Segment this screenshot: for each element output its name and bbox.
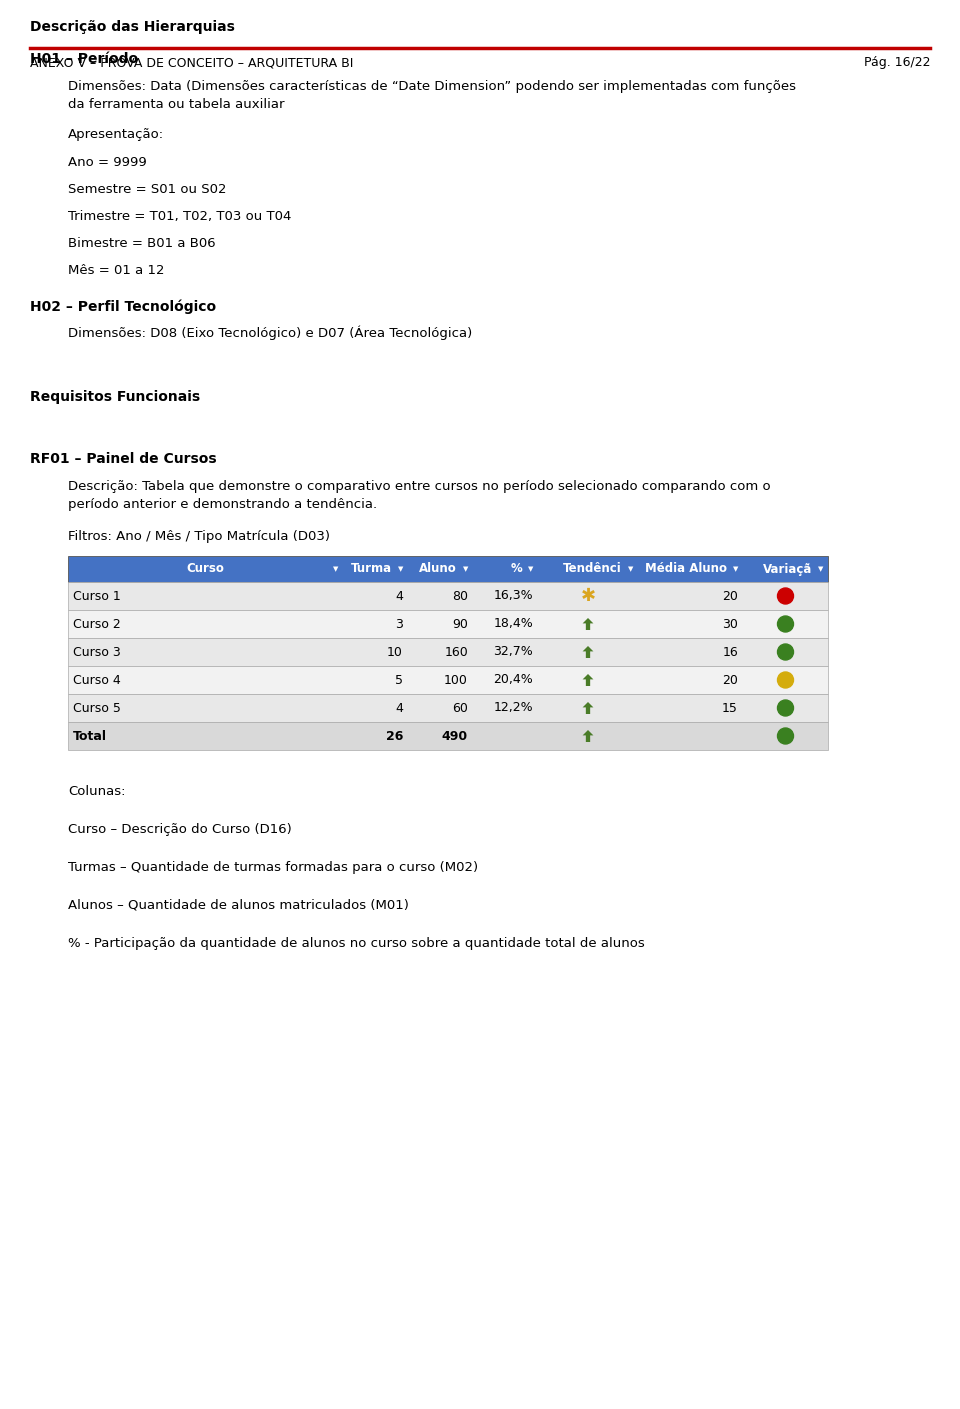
Polygon shape — [583, 674, 593, 686]
Text: ▼: ▼ — [733, 566, 738, 572]
Bar — [68, 557, 828, 582]
Text: 90: 90 — [452, 617, 468, 630]
Text: % - Participação da quantidade de alunos no curso sobre a quantidade total de al: % - Participação da quantidade de alunos… — [68, 937, 645, 950]
Text: Curso 5: Curso 5 — [73, 702, 121, 714]
Text: Ano = 9999: Ano = 9999 — [68, 156, 147, 169]
Text: 15: 15 — [722, 702, 738, 714]
Text: 160: 160 — [444, 645, 468, 658]
Text: 20: 20 — [722, 589, 738, 603]
Bar — [68, 638, 828, 666]
Text: Dimensões: Data (Dimensões características de “Date Dimension” podendo ser imple: Dimensões: Data (Dimensões característic… — [68, 80, 796, 93]
Text: 10: 10 — [387, 645, 403, 658]
Text: Dimensões: D08 (Eixo Tecnológico) e D07 (Área Tecnológica): Dimensões: D08 (Eixo Tecnológico) e D07 … — [68, 325, 472, 341]
Text: ▼: ▼ — [528, 566, 534, 572]
Text: Trimestre = T01, T02, T03 ou T04: Trimestre = T01, T02, T03 ou T04 — [68, 210, 292, 223]
Text: 20,4%: 20,4% — [493, 674, 533, 686]
Bar — [68, 666, 828, 695]
Text: Tendênci: Tendênci — [564, 562, 622, 575]
Text: RF01 – Painel de Cursos: RF01 – Painel de Cursos — [30, 452, 217, 466]
Text: ▼: ▼ — [628, 566, 634, 572]
Text: %: % — [511, 562, 522, 575]
Text: período anterior e demonstrando a tendência.: período anterior e demonstrando a tendên… — [68, 497, 377, 511]
Text: Turmas – Quantidade de turmas formadas para o curso (M02): Turmas – Quantidade de turmas formadas p… — [68, 861, 478, 874]
Text: ▼: ▼ — [333, 566, 339, 572]
Text: ANEXO V – PROVA DE CONCEITO – ARQUITETURA BI: ANEXO V – PROVA DE CONCEITO – ARQUITETUR… — [30, 56, 353, 69]
Text: 4: 4 — [396, 589, 403, 603]
Text: ▼: ▼ — [818, 566, 824, 572]
Text: 12,2%: 12,2% — [493, 702, 533, 714]
Circle shape — [778, 700, 794, 716]
Text: Turma: Turma — [350, 562, 392, 575]
Polygon shape — [583, 702, 593, 714]
Text: Descrição: Tabela que demonstre o comparativo entre cursos no período selecionad: Descrição: Tabela que demonstre o compar… — [68, 480, 771, 493]
Text: 20: 20 — [722, 674, 738, 686]
Text: Pág. 16/22: Pág. 16/22 — [863, 56, 930, 69]
Text: H01 – Período: H01 – Período — [30, 52, 138, 66]
Text: 16,3%: 16,3% — [493, 589, 533, 603]
Text: 32,7%: 32,7% — [493, 645, 533, 658]
Text: Curso: Curso — [186, 562, 225, 575]
Text: Apresentação:: Apresentação: — [68, 128, 164, 141]
Polygon shape — [583, 619, 593, 630]
Text: 490: 490 — [442, 730, 468, 743]
Text: Curso – Descrição do Curso (D16): Curso – Descrição do Curso (D16) — [68, 823, 292, 836]
Circle shape — [778, 728, 794, 744]
Text: Curso 3: Curso 3 — [73, 645, 121, 659]
Text: 16: 16 — [722, 645, 738, 658]
Text: da ferramenta ou tabela auxiliar: da ferramenta ou tabela auxiliar — [68, 99, 284, 111]
Text: ✱: ✱ — [581, 588, 595, 604]
Text: Descrição das Hierarquias: Descrição das Hierarquias — [30, 20, 235, 34]
Bar — [68, 582, 828, 610]
Text: 100: 100 — [444, 674, 468, 686]
Text: 5: 5 — [395, 674, 403, 686]
Text: Bimestre = B01 a B06: Bimestre = B01 a B06 — [68, 237, 216, 249]
Circle shape — [778, 588, 794, 604]
Text: ▼: ▼ — [464, 566, 468, 572]
Text: 3: 3 — [396, 617, 403, 630]
Text: Requisitos Funcionais: Requisitos Funcionais — [30, 390, 200, 404]
Bar — [68, 695, 828, 721]
Text: Curso 4: Curso 4 — [73, 674, 121, 688]
Text: 26: 26 — [386, 730, 403, 743]
Text: 60: 60 — [452, 702, 468, 714]
Text: Alunos – Quantidade de alunos matriculados (M01): Alunos – Quantidade de alunos matriculad… — [68, 899, 409, 912]
Text: Filtros: Ano / Mês / Tipo Matrícula (D03): Filtros: Ano / Mês / Tipo Matrícula (D03… — [68, 530, 330, 542]
Polygon shape — [583, 730, 593, 743]
Bar — [68, 721, 828, 750]
Circle shape — [778, 644, 794, 659]
Text: 30: 30 — [722, 617, 738, 630]
Text: 18,4%: 18,4% — [493, 617, 533, 630]
Text: 4: 4 — [396, 702, 403, 714]
Circle shape — [778, 672, 794, 688]
Text: Colunas:: Colunas: — [68, 785, 126, 797]
Text: Média Aluno: Média Aluno — [645, 562, 727, 575]
Polygon shape — [583, 645, 593, 658]
Text: Mês = 01 a 12: Mês = 01 a 12 — [68, 263, 164, 278]
Text: Curso 2: Curso 2 — [73, 619, 121, 631]
Text: Curso 1: Curso 1 — [73, 590, 121, 603]
Text: H02 – Perfil Tecnológico: H02 – Perfil Tecnológico — [30, 300, 216, 314]
Text: ▼: ▼ — [398, 566, 404, 572]
Bar — [68, 610, 828, 638]
Text: Aluno: Aluno — [420, 562, 457, 575]
Text: Variaçã: Variaçã — [762, 562, 812, 575]
Circle shape — [778, 616, 794, 633]
Text: Total: Total — [73, 730, 107, 743]
Text: 80: 80 — [452, 589, 468, 603]
Text: Semestre = S01 ou S02: Semestre = S01 ou S02 — [68, 183, 227, 196]
